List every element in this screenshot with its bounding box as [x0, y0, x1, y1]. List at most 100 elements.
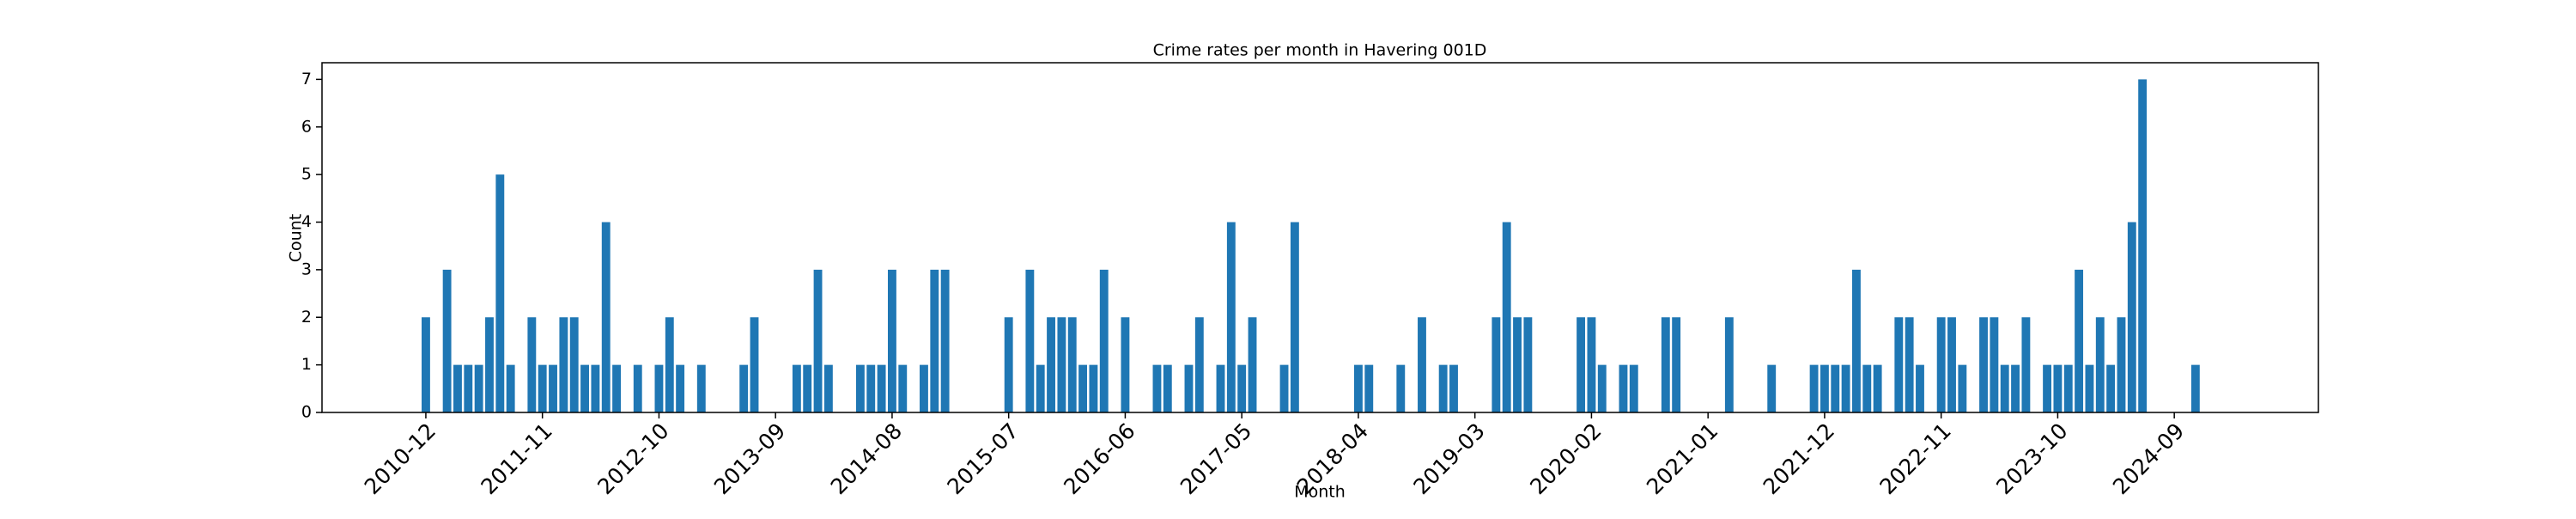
bar: [1163, 364, 1172, 412]
bar: [527, 317, 537, 412]
x-tick-label: 2020-02: [1525, 418, 1606, 499]
y-axis-label: Count: [287, 214, 306, 262]
bar: [930, 269, 939, 412]
bar: [506, 364, 515, 412]
bar: [1820, 364, 1829, 412]
bar: [1237, 364, 1247, 412]
bar: [1852, 269, 1861, 412]
bar: [665, 317, 674, 412]
bar: [2127, 222, 2136, 412]
bar: [2000, 364, 2009, 412]
bar: [2095, 317, 2105, 412]
bar: [580, 364, 589, 412]
bar: [1057, 317, 1066, 412]
bar: [877, 364, 886, 412]
y-tick-label: 0: [301, 403, 312, 422]
x-tick-label: 2022-11: [1874, 418, 1955, 499]
bar: [1629, 364, 1638, 412]
x-tick-label: 2021-12: [1759, 418, 1839, 499]
bar: [612, 364, 622, 412]
bar: [1194, 317, 1204, 412]
bar: [1004, 317, 1013, 412]
bar: [696, 364, 706, 412]
y-tick-label: 7: [301, 70, 312, 89]
bar: [792, 364, 801, 412]
bar: [1990, 317, 1999, 412]
bar: [569, 317, 579, 412]
x-tick-label: 2019-03: [1408, 418, 1489, 499]
bar: [1979, 317, 1988, 412]
bar: [1724, 317, 1734, 412]
bar: [495, 174, 505, 412]
bar: [633, 364, 642, 412]
bar: [1523, 317, 1533, 412]
bar: [1809, 364, 1819, 412]
x-tick-label: 2017-05: [1176, 418, 1256, 499]
bar: [1036, 364, 1045, 412]
bar: [1438, 364, 1448, 412]
bar: [1513, 317, 1522, 412]
bar: [1089, 364, 1098, 412]
bar: [1184, 364, 1194, 412]
bar: [1226, 222, 1236, 412]
bar: [591, 364, 600, 412]
bar: [549, 364, 557, 412]
bar: [1078, 364, 1088, 412]
bar: [2138, 79, 2148, 412]
x-tick-label: 2016-06: [1059, 418, 1139, 499]
y-tick-label: 3: [301, 260, 312, 278]
bar: [1099, 269, 1109, 412]
bar: [1958, 364, 1967, 412]
bar: [1597, 364, 1607, 412]
bar: [1152, 364, 1162, 412]
bar: [1587, 317, 1596, 412]
bar: [1905, 317, 1914, 412]
bar: [559, 317, 568, 412]
y-tick-label: 1: [301, 355, 312, 374]
bar: [1767, 364, 1777, 412]
bar: [1862, 364, 1872, 412]
bar: [1025, 269, 1035, 412]
bar: [1353, 364, 1363, 412]
x-tick-label: 2013-09: [709, 418, 790, 499]
bar: [601, 222, 611, 412]
bar: [1619, 364, 1628, 412]
bar: [474, 364, 483, 412]
y-tick-label: 5: [301, 165, 312, 184]
x-axis-label: Month: [1294, 483, 1346, 502]
bar: [2063, 364, 2073, 412]
bar: [485, 317, 494, 412]
bar: [2117, 317, 2126, 412]
bar: [422, 317, 430, 412]
bar: [1672, 317, 1681, 412]
bar: [1894, 317, 1904, 412]
bar: [2021, 317, 2031, 412]
bar: [2190, 364, 2200, 412]
bar: [2053, 364, 2063, 412]
bar: [739, 364, 749, 412]
bar: [1831, 364, 1840, 412]
bar: [676, 364, 685, 412]
bar: [1492, 317, 1501, 412]
bar: [1577, 317, 1586, 412]
x-tick-label: 2015-07: [942, 418, 1023, 499]
bar: [1248, 317, 1257, 412]
bar: [1047, 317, 1055, 412]
bar: [2011, 364, 2020, 412]
bar: [866, 364, 876, 412]
bar: [887, 269, 896, 412]
bar: [1449, 364, 1458, 412]
bar: [538, 364, 547, 412]
bar: [750, 317, 759, 412]
bar: [1396, 364, 1406, 412]
bar: [1364, 364, 1374, 412]
bar: [1418, 317, 1426, 412]
y-tick-label: 2: [301, 308, 312, 327]
bar: [940, 269, 950, 412]
bar: [920, 364, 928, 412]
x-tick-label: 2023-10: [1991, 418, 2072, 499]
bar: [654, 364, 664, 412]
bar: [2085, 364, 2094, 412]
plot-frame: [321, 62, 2319, 413]
bar: [2043, 364, 2052, 412]
